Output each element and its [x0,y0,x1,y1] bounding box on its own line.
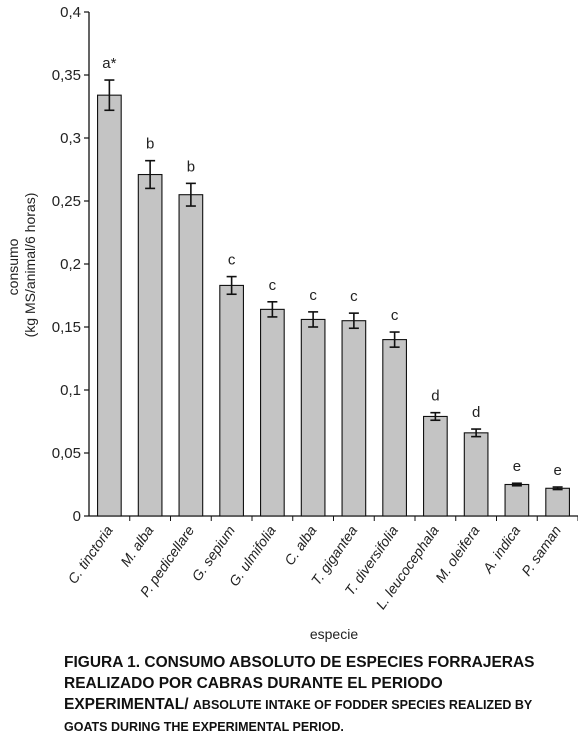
bar [341,320,367,517]
y-tick-label: 0,25 [52,193,81,210]
significance-label: e [553,462,561,479]
figure-caption: FIGURA 1. CONSUMO ABSOLUTO DE ESPECIES F… [64,652,570,738]
significance-label: c [228,252,236,269]
category-label: C. alba [281,522,320,568]
caption-main: FIGURA 1. CONSUMO ABSOLUTO DE ESPECIES F… [64,654,535,713]
y-axis-title: consumo (kg MS/animal/6 horas) [5,193,38,338]
bar [545,487,570,517]
y-tick-label: 0,1 [60,382,81,399]
significance-label: c [269,277,277,294]
significance-label: d [431,388,439,405]
significance-label: d [472,404,480,421]
caption-english: ABSOLUTE INTAKE OF FODDER SPECIES REALIZ… [64,698,533,734]
bar [178,194,204,517]
bar [423,415,448,517]
bar [97,94,122,517]
bar [463,432,489,517]
y-tick-label: 0,3 [60,130,81,147]
bar [137,173,163,517]
y-axis-title-line-1: consumo [5,238,21,295]
bar [219,284,244,517]
significance-label: c [391,307,399,324]
y-tick-label: 0,35 [52,67,81,84]
y-tick-label: 0,15 [52,319,81,336]
category-label: A. indica [479,522,524,576]
y-axis-title-line-2: (kg MS/animal/6 horas) [22,193,38,338]
y-tick-label: 0,2 [60,256,81,273]
significance-label: b [146,136,154,153]
category-label: C. tinctoria [64,522,116,586]
significance-label: a* [102,55,116,72]
significance-label: e [513,458,521,475]
category-label: P. saman [518,522,564,578]
significance-label: c [350,288,358,305]
significance-label: b [187,158,195,175]
x-axis-title: especie [310,626,358,642]
y-axis: 0 0,05 0,1 0,15 0,2 0,25 0,3 0,35 0,4 [52,4,90,525]
y-tick-label: 0 [73,508,81,525]
y-tick-label: 0,05 [52,445,81,462]
bar-chart: 0 0,05 0,1 0,15 0,2 0,25 0,3 0,35 0,4 C. tinctor… [5,4,578,642]
category-label: M. alba [117,522,157,569]
bar [504,483,530,517]
bar [382,339,407,517]
bar [260,308,285,517]
bar [300,318,326,517]
significance-label: c [309,287,317,304]
bars: a* b b c c c c c d d e e [97,55,570,517]
y-tick-label: 0,4 [60,4,81,21]
